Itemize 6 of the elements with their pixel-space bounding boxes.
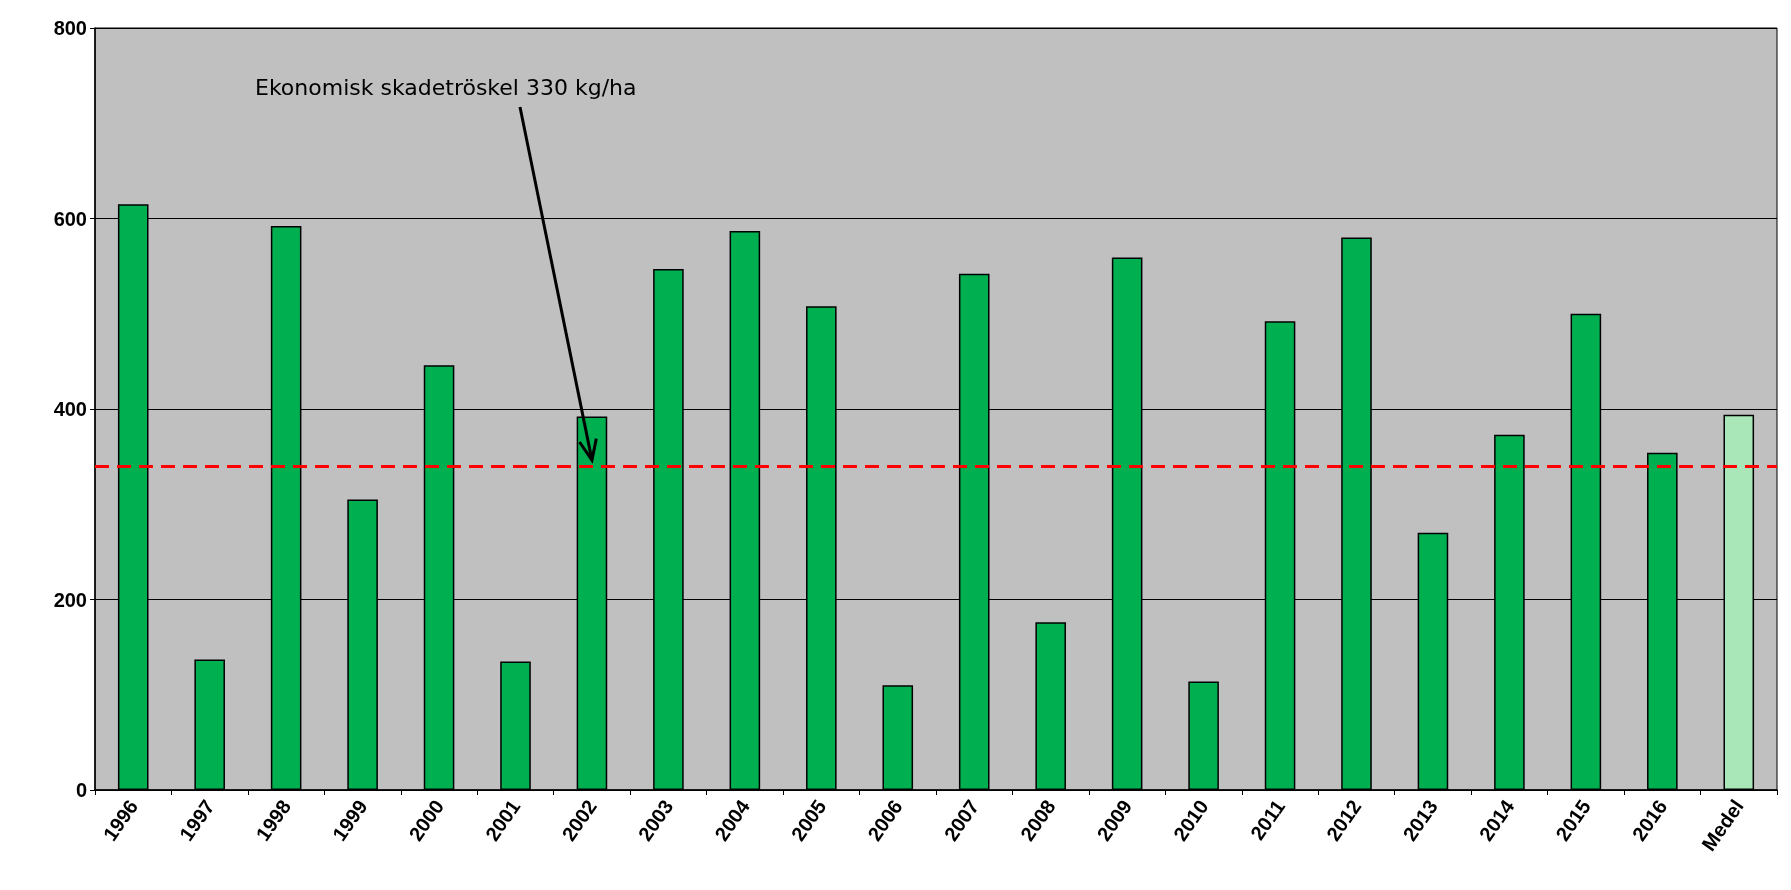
y-tick-label: 0 bbox=[75, 779, 87, 801]
y-tick-label: 200 bbox=[53, 588, 87, 611]
y-tick-label: 400 bbox=[53, 398, 87, 420]
y-tick-label: 800 bbox=[53, 17, 87, 39]
annotation: Ekonomisk skadetröskel 330 kg/ha bbox=[255, 75, 637, 100]
y-tick-label: 600 bbox=[53, 207, 87, 230]
